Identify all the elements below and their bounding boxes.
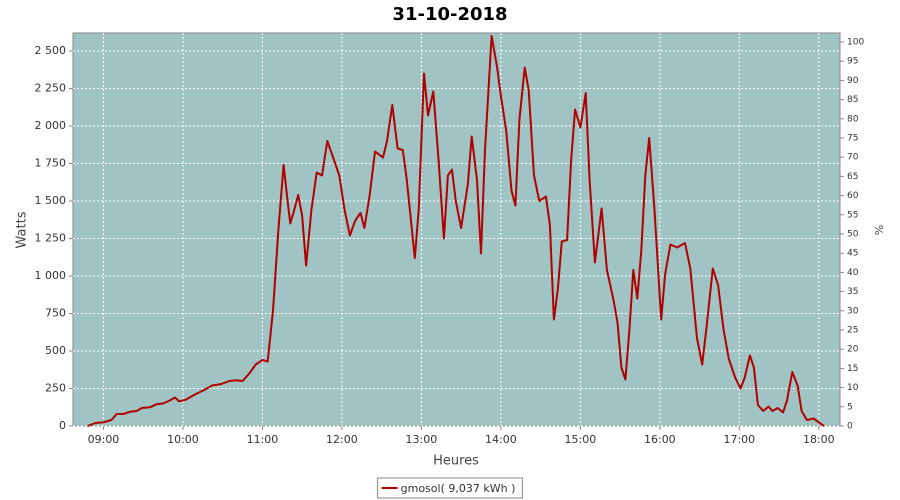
y2-tick-label: 40 xyxy=(847,268,859,278)
legend-label: gmosol( 9,037 kWh ) xyxy=(401,482,516,495)
y2-tick-label: 55 xyxy=(847,210,858,220)
y2-tick-label: 65 xyxy=(847,172,858,182)
y2-tick-label: 35 xyxy=(847,287,858,297)
y2-axis-label: % xyxy=(873,225,886,235)
y2-tick-label: 5 xyxy=(847,402,853,412)
y-tick-label: 750 xyxy=(45,307,66,320)
y2-tick-label: 95 xyxy=(847,57,858,67)
y-tick-label: 0 xyxy=(59,419,66,432)
x-tick-label: 14:00 xyxy=(485,433,517,446)
y-tick-label: 2 500 xyxy=(35,44,67,57)
legend-box xyxy=(377,477,523,499)
y2-tick-label: 70 xyxy=(847,153,859,163)
y-tick-label: 1 250 xyxy=(35,232,67,245)
y2-tick-label: 10 xyxy=(847,383,859,393)
y2-tick-label: 0 xyxy=(847,422,853,432)
y2-tick-label: 50 xyxy=(847,229,859,239)
x-tick-label: 17:00 xyxy=(723,433,755,446)
y2-tick-label: 15 xyxy=(847,364,858,374)
y-axis-label: Watts xyxy=(15,211,30,248)
x-tick-label: 18:00 xyxy=(803,433,835,446)
y2-tick-label: 80 xyxy=(847,114,859,124)
x-tick-label: 12:00 xyxy=(326,433,358,446)
x-tick-label: 09:00 xyxy=(88,433,120,446)
x-tick-label: 10:00 xyxy=(167,433,199,446)
y-tick-label: 250 xyxy=(45,382,66,395)
y2-tick-label: 30 xyxy=(847,306,859,316)
y-tick-label: 1 500 xyxy=(35,194,67,207)
y2-tick-label: 100 xyxy=(847,37,864,47)
y2-tick-label: 85 xyxy=(847,95,858,105)
y2-tick-label: 20 xyxy=(847,345,859,355)
x-tick-label: 15:00 xyxy=(565,433,597,446)
y-tick-label: 1 000 xyxy=(35,269,67,282)
y-tick-label: 2 250 xyxy=(35,82,67,95)
x-tick-label: 13:00 xyxy=(406,433,438,446)
chart-title: 31-10-2018 xyxy=(392,4,507,25)
x-tick-label: 16:00 xyxy=(644,433,676,446)
series-line xyxy=(87,35,825,427)
y-tick-label: 2 000 xyxy=(35,119,67,132)
y2-tick-label: 90 xyxy=(847,76,859,86)
x-tick-label: 11:00 xyxy=(247,433,279,446)
y-tick-label: 500 xyxy=(45,344,66,357)
y2-tick-label: 25 xyxy=(847,325,858,335)
x-axis-label: Heures xyxy=(433,454,479,469)
y-tick-label: 1 750 xyxy=(35,157,67,170)
y2-tick-label: 45 xyxy=(847,249,858,259)
plot-area xyxy=(72,32,841,427)
y2-tick-label: 60 xyxy=(847,191,859,201)
y2-tick-label: 75 xyxy=(847,133,858,143)
legend: gmosol( 9,037 kWh ) xyxy=(377,477,523,499)
